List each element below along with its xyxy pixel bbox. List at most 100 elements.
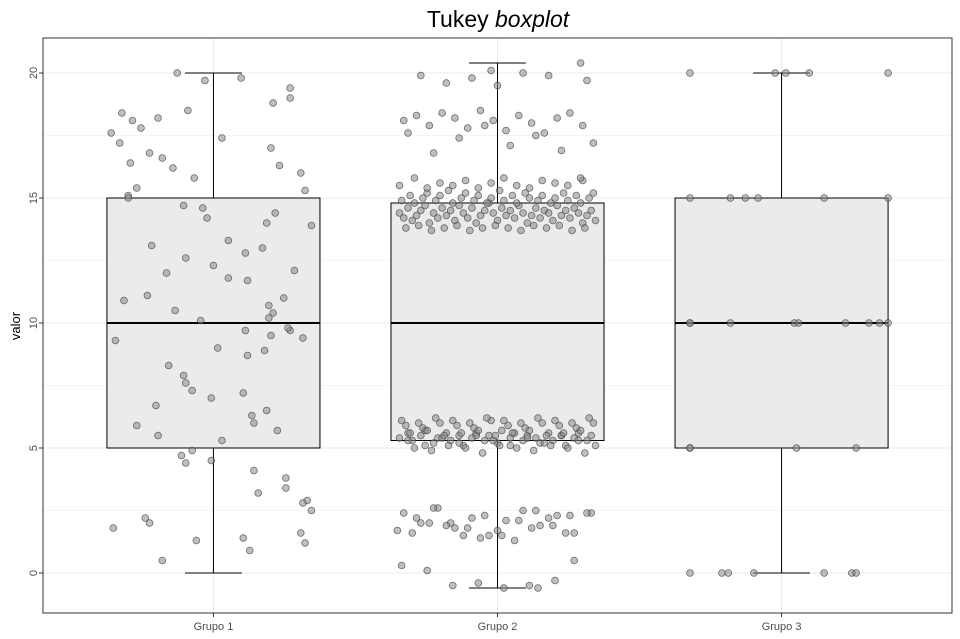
data-point <box>188 446 196 455</box>
data-point <box>521 189 529 197</box>
data-point <box>448 199 457 207</box>
data-point <box>686 194 694 202</box>
data-point <box>181 379 190 387</box>
data-point <box>515 516 523 525</box>
x-tick-label: Grupo 1 <box>194 621 234 633</box>
data-point <box>275 161 284 170</box>
data-point <box>188 386 196 395</box>
data-point <box>591 216 600 225</box>
data-point <box>504 224 512 232</box>
data-point <box>262 219 271 227</box>
data-point <box>262 406 271 415</box>
data-point <box>536 214 544 222</box>
data-point <box>495 441 504 450</box>
data-point <box>209 261 218 270</box>
data-point <box>453 421 461 430</box>
data-point <box>279 294 288 302</box>
data-point <box>741 194 750 202</box>
data-point <box>265 301 273 310</box>
data-point <box>152 401 160 410</box>
data-point <box>771 69 779 77</box>
chart-title-italic: boxplot <box>495 6 571 32</box>
data-point <box>179 371 188 380</box>
data-point <box>544 71 553 80</box>
data-point <box>442 521 451 530</box>
data-point <box>517 226 525 235</box>
data-point <box>286 94 294 102</box>
data-point <box>429 504 438 512</box>
data-point <box>179 201 188 210</box>
data-point <box>536 521 544 530</box>
data-point <box>429 209 438 217</box>
data-point <box>515 111 523 120</box>
data-point <box>406 191 414 200</box>
data-point <box>250 466 258 475</box>
data-point <box>497 426 506 435</box>
data-point <box>489 116 498 125</box>
data-point <box>417 519 425 527</box>
data-point <box>410 444 419 452</box>
data-point <box>241 249 250 257</box>
data-point <box>576 426 585 435</box>
data-point <box>158 556 167 565</box>
data-point <box>487 66 495 75</box>
data-point <box>549 521 557 530</box>
data-point <box>397 416 406 425</box>
data-point <box>296 169 305 177</box>
data-point <box>506 141 515 150</box>
data-point <box>538 176 547 185</box>
data-point <box>750 569 758 577</box>
data-point <box>502 516 510 525</box>
data-point <box>570 556 578 565</box>
data-point <box>286 84 294 92</box>
data-point <box>247 411 256 420</box>
data-point <box>542 431 551 440</box>
data-point <box>218 134 226 142</box>
data-point <box>529 221 538 230</box>
data-point <box>260 346 269 355</box>
data-point <box>549 216 557 225</box>
data-point <box>480 206 489 215</box>
data-point <box>425 121 434 130</box>
data-point <box>576 174 585 182</box>
data-point <box>540 439 549 447</box>
data-point <box>559 429 568 437</box>
data-point <box>805 69 814 77</box>
data-point <box>487 194 495 202</box>
data-point <box>468 204 476 212</box>
data-point <box>561 206 570 215</box>
data-point <box>583 509 591 517</box>
data-point <box>431 196 440 205</box>
data-point <box>508 429 517 437</box>
data-point <box>546 441 555 450</box>
data-point <box>429 149 438 157</box>
data-point <box>265 314 273 322</box>
data-point <box>466 226 474 235</box>
data-point <box>497 531 506 540</box>
data-point <box>414 221 423 230</box>
data-point <box>532 434 540 442</box>
data-point <box>820 194 828 202</box>
data-point <box>237 74 245 82</box>
data-point <box>538 191 547 200</box>
data-point <box>245 546 254 555</box>
data-point <box>483 199 491 207</box>
data-point <box>190 174 199 182</box>
data-point <box>884 69 892 77</box>
data-point <box>181 254 190 262</box>
data-point <box>564 196 572 205</box>
data-point <box>296 529 305 537</box>
data-point <box>508 191 517 200</box>
data-point <box>299 499 307 507</box>
data-point <box>171 306 179 315</box>
data-point <box>534 196 542 205</box>
data-point <box>686 69 694 77</box>
data-point <box>581 449 589 457</box>
data-point <box>307 506 316 515</box>
data-point <box>198 204 207 212</box>
data-point <box>568 419 576 427</box>
data-point <box>410 199 419 207</box>
data-point <box>510 214 519 222</box>
data-point <box>557 211 566 220</box>
data-point <box>224 274 233 282</box>
